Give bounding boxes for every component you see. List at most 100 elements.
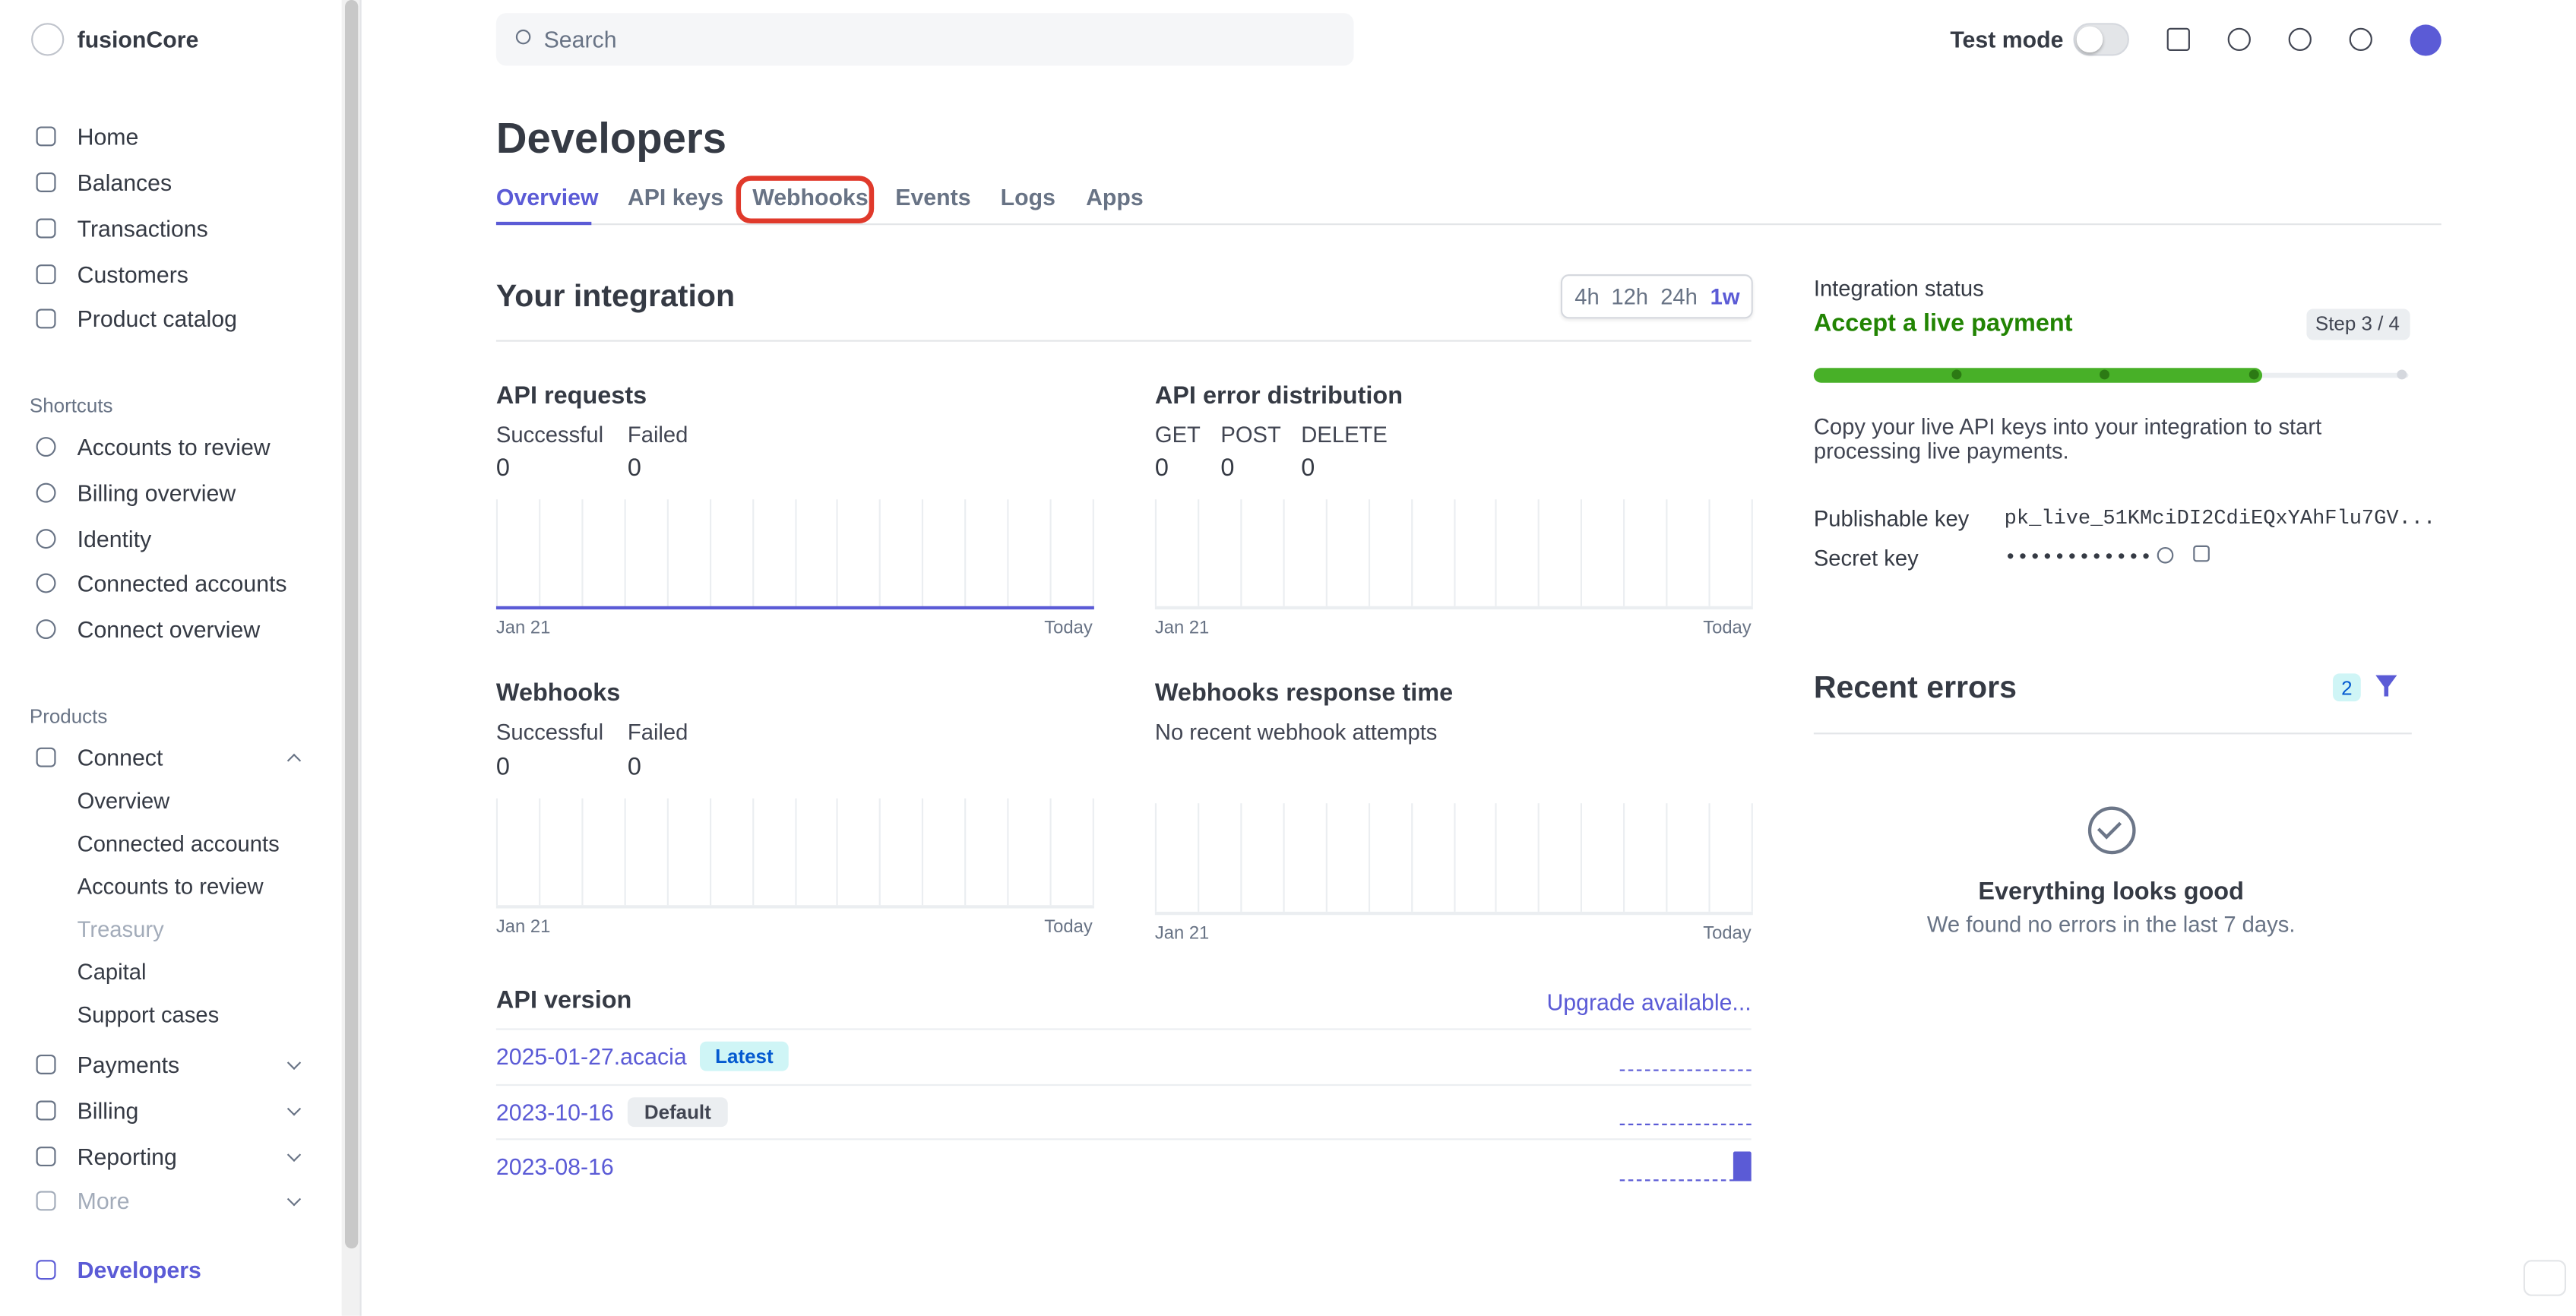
stat-label: Failed: [627, 720, 688, 745]
nav-item[interactable]: Connect: [77, 744, 163, 770]
brand: fusionCore: [77, 26, 199, 53]
chart-gridline: [1154, 803, 1157, 912]
chevron[interactable]: [286, 1055, 302, 1070]
icon: [36, 308, 56, 329]
chart-gridline: [752, 499, 754, 606]
chevron[interactable]: [286, 1192, 302, 1207]
chart-gridline: [624, 798, 626, 906]
version-link[interactable]: 2025-01-27.acacia: [495, 1042, 687, 1070]
sub-item[interactable]: Connected accounts: [77, 831, 280, 856]
chart-gridline: [1751, 803, 1753, 912]
chart-gridline: [538, 798, 541, 906]
check-circle: [2087, 806, 2136, 855]
chart-gridline: [495, 499, 498, 606]
status-description: processing live payments.: [1813, 438, 2069, 464]
axis-label: Jan 21: [1154, 924, 1210, 944]
chart-gridline: [1092, 798, 1094, 906]
sub-item[interactable]: Capital: [77, 960, 147, 985]
create-button[interactable]: [2410, 24, 2442, 56]
step-badge: [2306, 308, 2410, 340]
stat-value: 0: [1301, 454, 1315, 482]
chevron[interactable]: [286, 753, 302, 768]
search-box[interactable]: [495, 13, 1354, 66]
toolbar-icon[interactable]: [2288, 27, 2312, 52]
chevron[interactable]: [286, 1147, 302, 1163]
icon: [36, 126, 56, 147]
filter-icon[interactable]: [2375, 675, 2397, 697]
nav-item[interactable]: Reporting: [77, 1143, 177, 1170]
chart-gridline: [709, 798, 711, 906]
toolbar-icon[interactable]: [2166, 27, 2190, 52]
chart-gridline: [964, 499, 967, 606]
shortcut[interactable]: Billing overview: [77, 479, 236, 506]
shortcut[interactable]: Connected accounts: [77, 571, 287, 597]
stat-value: 0: [627, 753, 641, 782]
sub-item[interactable]: Overview: [77, 789, 170, 814]
nav-item[interactable]: Balances: [77, 169, 172, 196]
progress-dot: [2397, 369, 2407, 380]
shortcut[interactable]: Accounts to review: [77, 433, 271, 460]
range-option[interactable]: 12h: [1611, 284, 1649, 309]
tab[interactable]: Overview: [495, 184, 599, 210]
usage-bar: [1733, 1151, 1752, 1182]
chevron[interactable]: [286, 1102, 302, 1116]
sub-item[interactable]: Treasury: [77, 916, 164, 942]
sub-item[interactable]: Accounts to review: [77, 874, 264, 900]
toolbar-icon[interactable]: [2227, 27, 2251, 52]
chart-gridline: [1538, 499, 1540, 606]
chart-gridline: [1410, 803, 1413, 912]
progress-dot: [2100, 369, 2109, 380]
tab[interactable]: Webhooks: [752, 184, 869, 210]
chart-baseline: [1154, 606, 1753, 609]
upgrade-link[interactable]: Upgrade available...: [1546, 989, 1752, 1016]
row-divider: [495, 1083, 1752, 1085]
status-description: Copy your live API keys into your integr…: [1813, 414, 2322, 439]
scroll-thumb: [345, 0, 359, 1249]
range-option[interactable]: 4h: [1574, 284, 1600, 309]
chart-gridline: [1708, 499, 1710, 606]
copy-icon[interactable]: [2193, 545, 2210, 562]
range-option[interactable]: 24h: [1660, 284, 1698, 309]
key-label: Publishable key: [1813, 506, 1970, 531]
chart-gridline: [495, 798, 498, 906]
sub-item[interactable]: Support cases: [77, 1002, 220, 1027]
toolbar-icon[interactable]: [2349, 27, 2372, 52]
chart-gridline: [1495, 803, 1498, 912]
nav-item[interactable]: More: [77, 1188, 130, 1214]
chart-gridline: [1666, 803, 1668, 912]
nav-item[interactable]: Home: [77, 123, 139, 150]
version-link[interactable]: 2023-08-16: [495, 1153, 614, 1180]
chart-gridline: [1325, 803, 1328, 912]
nav-item[interactable]: Customers: [77, 261, 188, 288]
tab[interactable]: Logs: [1000, 184, 1055, 210]
nav-item[interactable]: Payments: [77, 1051, 180, 1078]
badge-text: Latest: [715, 1045, 774, 1068]
tab[interactable]: Events: [895, 184, 971, 210]
range-option[interactable]: 1w: [1710, 284, 1740, 309]
tabs-border: [495, 223, 2442, 226]
chart-gridline: [1049, 499, 1052, 606]
stat-value: 0: [1154, 454, 1169, 482]
nav-item[interactable]: Billing: [77, 1097, 139, 1124]
corner-button[interactable]: [2523, 1260, 2567, 1296]
axis-label: Today: [1703, 924, 1752, 944]
tab-underline: [495, 221, 592, 226]
section-title: Recent errors: [1813, 671, 2017, 706]
tab[interactable]: Apps: [1086, 184, 1144, 210]
panel-title: Webhooks: [495, 679, 621, 707]
shortcut[interactable]: Connect overview: [77, 616, 261, 643]
version-link[interactable]: 2023-10-16: [495, 1098, 614, 1125]
chart-gridline: [666, 798, 669, 906]
key-value: ••••••••••••: [2004, 546, 2153, 570]
nav-item-active[interactable]: Developers: [77, 1256, 201, 1283]
chart-gridline: [1283, 499, 1285, 606]
info-icon[interactable]: [2157, 546, 2174, 564]
chart-gridline: [1007, 499, 1009, 606]
shortcut[interactable]: Identity: [77, 524, 152, 552]
nav-item[interactable]: Product catalog: [77, 305, 237, 332]
nav-item[interactable]: Transactions: [77, 215, 208, 242]
icon: [36, 1191, 56, 1211]
axis-label: Jan 21: [495, 917, 551, 938]
stat-label: DELETE: [1301, 422, 1388, 448]
tab[interactable]: API keys: [627, 184, 724, 210]
